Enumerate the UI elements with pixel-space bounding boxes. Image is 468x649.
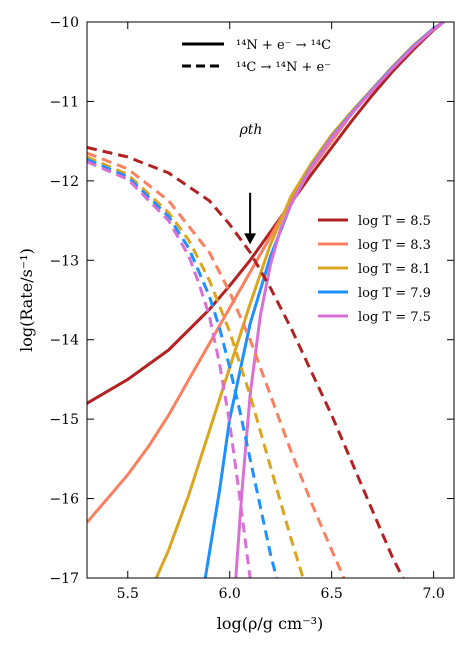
rho-threshold-arrow-head: [244, 233, 257, 245]
temperature-legend: log T = 8.5 log T = 8.3 log T = 8.1 log T =…: [318, 214, 431, 325]
plot-frame: [86, 21, 455, 579]
solid-series-4: [234, 22, 445, 578]
y-axis-label: log(Rate/s⁻¹): [17, 248, 36, 352]
rho-threshold-label: ρth: [239, 122, 263, 138]
y-tick-label: −15: [49, 412, 79, 428]
x-tick-label: 7.0: [422, 586, 444, 602]
dashed-series-8: [87, 158, 279, 578]
temperature-legend-label: log T = 8.1: [358, 262, 431, 277]
x-tick-label: 6.0: [219, 586, 241, 602]
legend-forward-reaction: ¹⁴N + e⁻ → ¹⁴C: [236, 38, 331, 53]
rho-threshold-annotation: ρth: [239, 122, 263, 245]
ticks-layer: 5.5 6.0 6.5 7.0 −17 −16 −15 −14 −13 −12 −11 −10: [49, 15, 454, 602]
x-tick-label: 5.5: [117, 586, 139, 602]
temperature-legend-label: log T = 8.5: [358, 214, 431, 229]
x-tick-label: 6.5: [321, 586, 343, 602]
style-legend: ¹⁴N + e⁻ → ¹⁴C ¹⁴C → ¹⁴N + e⁻: [182, 38, 331, 75]
dashed-series-6: [87, 151, 346, 578]
y-tick-label: −10: [49, 15, 79, 31]
dashed-series-9: [87, 160, 252, 578]
y-tick-label: −11: [49, 94, 79, 110]
y-tick-label: −17: [49, 571, 79, 587]
y-tick-label: −13: [49, 253, 79, 269]
legend-reverse-reaction: ¹⁴C → ¹⁴N + e⁻: [236, 60, 331, 75]
y-tick-label: −14: [49, 333, 79, 349]
y-tick-label: −12: [49, 174, 79, 190]
series-layer: [87, 22, 445, 578]
dashed-series-7: [87, 155, 305, 578]
dashed-series-5: [87, 146, 405, 578]
y-tick-label: −16: [49, 492, 79, 508]
temperature-legend-label: log T = 7.5: [358, 310, 431, 325]
temperature-legend-label: log T = 8.3: [358, 238, 431, 253]
temperature-legend-label: log T = 7.9: [358, 286, 431, 301]
x-axis-label: log(ρ/g cm⁻³): [217, 614, 324, 633]
